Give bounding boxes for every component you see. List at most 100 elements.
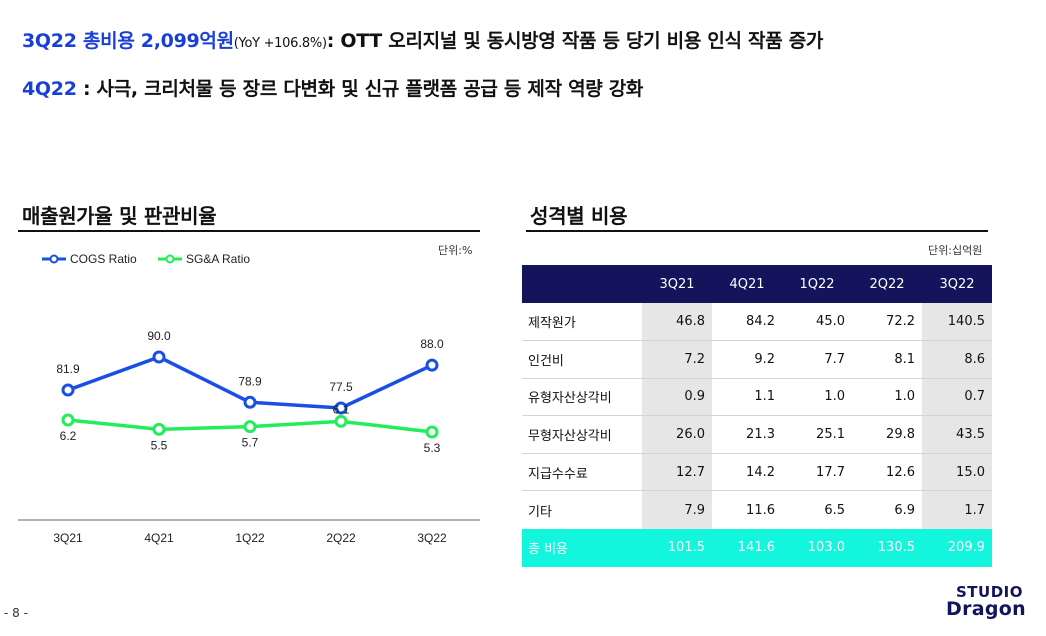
- x-tick-label: 2Q22: [326, 531, 356, 545]
- row-label: 총 비용: [522, 528, 642, 567]
- headline-3q22: 3Q22 총비용 2,099억원(YoY +106.8%): OTT 오리지널 …: [22, 26, 823, 53]
- section-divider: [18, 230, 480, 232]
- data-point: [243, 420, 257, 434]
- table-header-row: 3Q21 4Q21 1Q22 2Q22 3Q22: [522, 265, 992, 303]
- table-header-cell: 3Q22: [922, 265, 992, 303]
- table-cell: 29.8: [852, 415, 922, 454]
- data-label: 6.1: [333, 402, 350, 416]
- legend-marker: [165, 254, 175, 264]
- data-label: 88.0: [420, 337, 444, 351]
- table-cell: 26.0: [642, 415, 712, 454]
- legend-marker: [49, 254, 59, 264]
- headline-yoy: (YoY +106.8%): [233, 36, 327, 51]
- data-point: [243, 395, 257, 409]
- table-total-row: 총 비용 101.5 141.6 103.0 130.5 209.9: [522, 528, 992, 567]
- table-cell: 103.0: [782, 528, 852, 567]
- table-cell: 7.2: [642, 340, 712, 379]
- table-cell: 9.2: [712, 340, 782, 379]
- table-cell: 84.2: [712, 303, 782, 342]
- data-point: [334, 414, 348, 428]
- data-label: 6.2: [60, 429, 77, 443]
- data-label: 5.5: [151, 438, 168, 452]
- table-cell: 130.5: [852, 528, 922, 567]
- logo-line-1: STUDIO: [956, 583, 1023, 601]
- data-label: 81.9: [56, 362, 80, 376]
- table-header-cell: 4Q21: [712, 265, 782, 303]
- logo-line-2: Dragon: [946, 598, 1026, 620]
- data-label: 77.5: [329, 380, 353, 394]
- table-cell: 6.5: [824, 502, 845, 518]
- data-point: [334, 401, 348, 415]
- data-label: 5.7: [242, 436, 259, 450]
- data-label: 78.9: [238, 374, 262, 388]
- table-cell: 12.6: [852, 453, 922, 492]
- table-cell: 17.7: [782, 453, 852, 492]
- x-tick-label: 1Q22: [235, 531, 265, 545]
- page-number: - 8 -: [4, 606, 28, 620]
- table-header-cell: [522, 265, 642, 303]
- table-header-cell: 2Q22: [852, 265, 922, 303]
- data-point: [152, 350, 166, 364]
- table-cell: 45.0: [782, 303, 852, 342]
- table-cell: 1.0: [852, 378, 922, 417]
- table-cell: 15.0: [922, 453, 992, 492]
- x-tick-label: 4Q21: [144, 531, 174, 545]
- table-row: 유형자산상각비 0.9 1.1 1.0 1.0 0.7: [522, 378, 992, 417]
- section-divider: [526, 230, 988, 232]
- table-cell: 8.6: [922, 340, 992, 379]
- data-point: [425, 425, 439, 439]
- table-unit-label: 단위:십억원: [928, 244, 983, 257]
- table-cell: 46.8: [642, 303, 712, 342]
- data-point: [61, 413, 75, 427]
- table-header-cell: 1Q22: [782, 265, 852, 303]
- row-label: 인건비: [522, 340, 642, 379]
- table-cell: 21.3: [712, 415, 782, 454]
- table-cell: 12.7: [642, 453, 712, 492]
- row-label: 유형자산상각비: [522, 378, 642, 417]
- table-cell: 43.5: [922, 415, 992, 454]
- table-row: 무형자산상각비 26.0 21.3 25.1 29.8 43.5: [522, 415, 992, 454]
- data-label: 90.0: [147, 329, 171, 343]
- table-cell: 0.7: [922, 378, 992, 417]
- table-row: 제작원가 46.8 84.2 45.0 72.2 140.5: [522, 303, 992, 342]
- headline-total-cost: 총비용 2,099억원: [82, 30, 234, 52]
- table-cell: 209.9: [922, 528, 992, 567]
- table-cell: 7.7: [782, 340, 852, 379]
- chart-unit-label: 단위:%: [438, 244, 473, 257]
- legend-label: SG&A Ratio: [186, 252, 250, 266]
- row-label: 무형자산상각비: [522, 415, 642, 454]
- x-tick-label: 3Q21: [53, 531, 83, 545]
- table-header-cell: 3Q21: [642, 265, 712, 303]
- headline-period: 3Q22: [22, 30, 77, 52]
- table-row: 지급수수료 12.7 14.2 17.7 12.6 15.0: [522, 453, 992, 492]
- x-tick-label: 3Q22: [417, 531, 447, 545]
- table-cell: 141.6: [712, 528, 782, 567]
- ratio-line-chart: COGS Ratio SG&A Ratio 81.9 90.0 78.9 77.5 88.0…: [18, 252, 480, 545]
- data-point: [61, 383, 75, 397]
- table-cell: 8.1: [852, 340, 922, 379]
- row-label: 기타: [528, 504, 552, 520]
- table-cell: 6.9: [894, 502, 915, 518]
- data-label: 5.3: [424, 441, 441, 455]
- studio-dragon-logo: STUDIO Dragon: [946, 585, 1026, 619]
- table-row: 기타 7.9 11.6 6.5 6.9 1.7: [522, 490, 992, 529]
- table-cell: 1.1: [712, 378, 782, 417]
- table-cell: 72.2: [852, 303, 922, 342]
- legend-label: COGS Ratio: [70, 252, 137, 266]
- table-row: 인건비 7.2 9.2 7.7 8.1 8.6: [522, 340, 992, 379]
- table-cell: 101.5: [642, 528, 712, 567]
- table-cell: 0.9: [642, 378, 712, 417]
- data-point: [152, 422, 166, 436]
- table-cell: 25.1: [782, 415, 852, 454]
- headline-4q22: 4Q22 : 사극, 크리처물 등 장르 다변화 및 신규 플랫폼 공급 등 제…: [22, 74, 643, 101]
- table-cell: 1.0: [782, 378, 852, 417]
- table-cell: 11.6: [746, 502, 775, 518]
- chart-section-title: 매출원가율 및 판관비율: [22, 204, 217, 228]
- headline-text: : OTT 오리지널 및 동시방영 작품 등 당기 비용 인식 작품 증가: [326, 30, 824, 52]
- row-label: 지급수수료: [522, 453, 642, 492]
- table-cell: 1.7: [922, 490, 992, 529]
- table-cell: 140.5: [922, 303, 992, 342]
- table-cell: 14.2: [712, 453, 782, 492]
- cost-by-nature-table: 3Q21 4Q21 1Q22 2Q22 3Q22 제작원가 46.8 84.2 …: [522, 265, 992, 567]
- headline-text: : 사극, 크리처물 등 장르 다변화 및 신규 플랫폼 공급 등 제작 역량 …: [76, 78, 644, 100]
